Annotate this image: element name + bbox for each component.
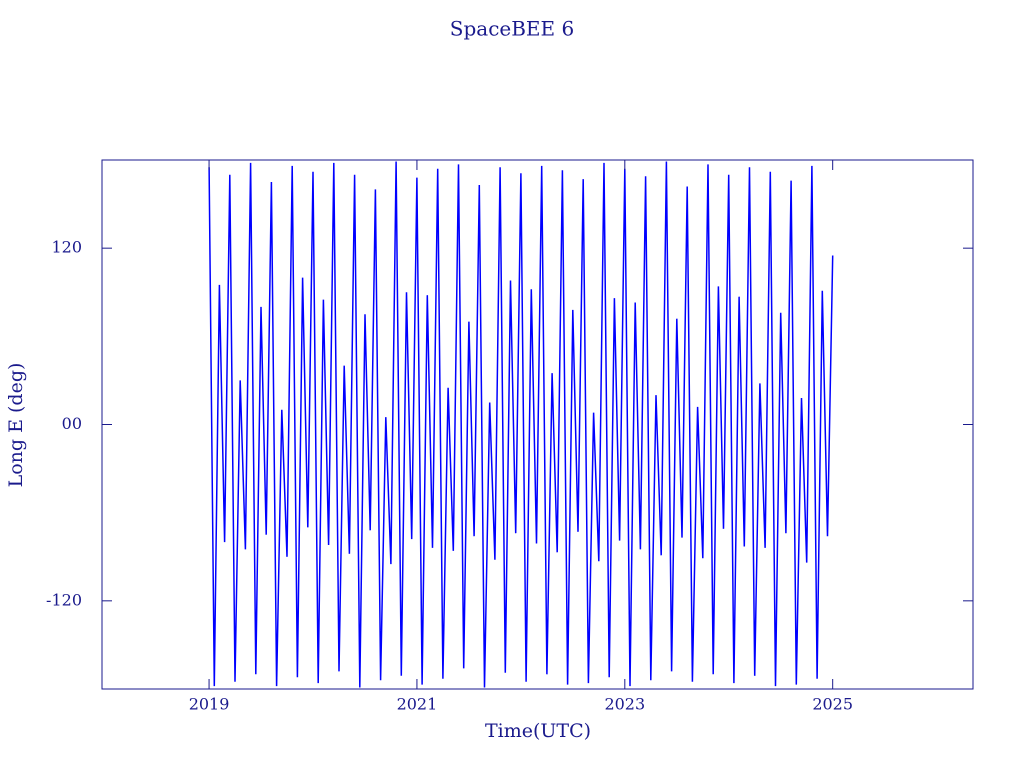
x-tick-label: 2019 xyxy=(189,695,230,714)
y-tick-label: -120 xyxy=(46,590,82,609)
y-tick-label: 120 xyxy=(51,238,82,257)
x-tick-label: 2023 xyxy=(604,695,645,714)
chart-title: SpaceBEE 6 xyxy=(450,17,574,41)
y-tick-label: 00 xyxy=(62,414,82,433)
x-axis-label: Time(UTC) xyxy=(485,720,591,742)
x-tick-label: 2025 xyxy=(812,695,853,714)
y-axis-label: Long E (deg) xyxy=(5,363,27,488)
x-tick-label: 2021 xyxy=(397,695,438,714)
data-line xyxy=(208,161,834,688)
